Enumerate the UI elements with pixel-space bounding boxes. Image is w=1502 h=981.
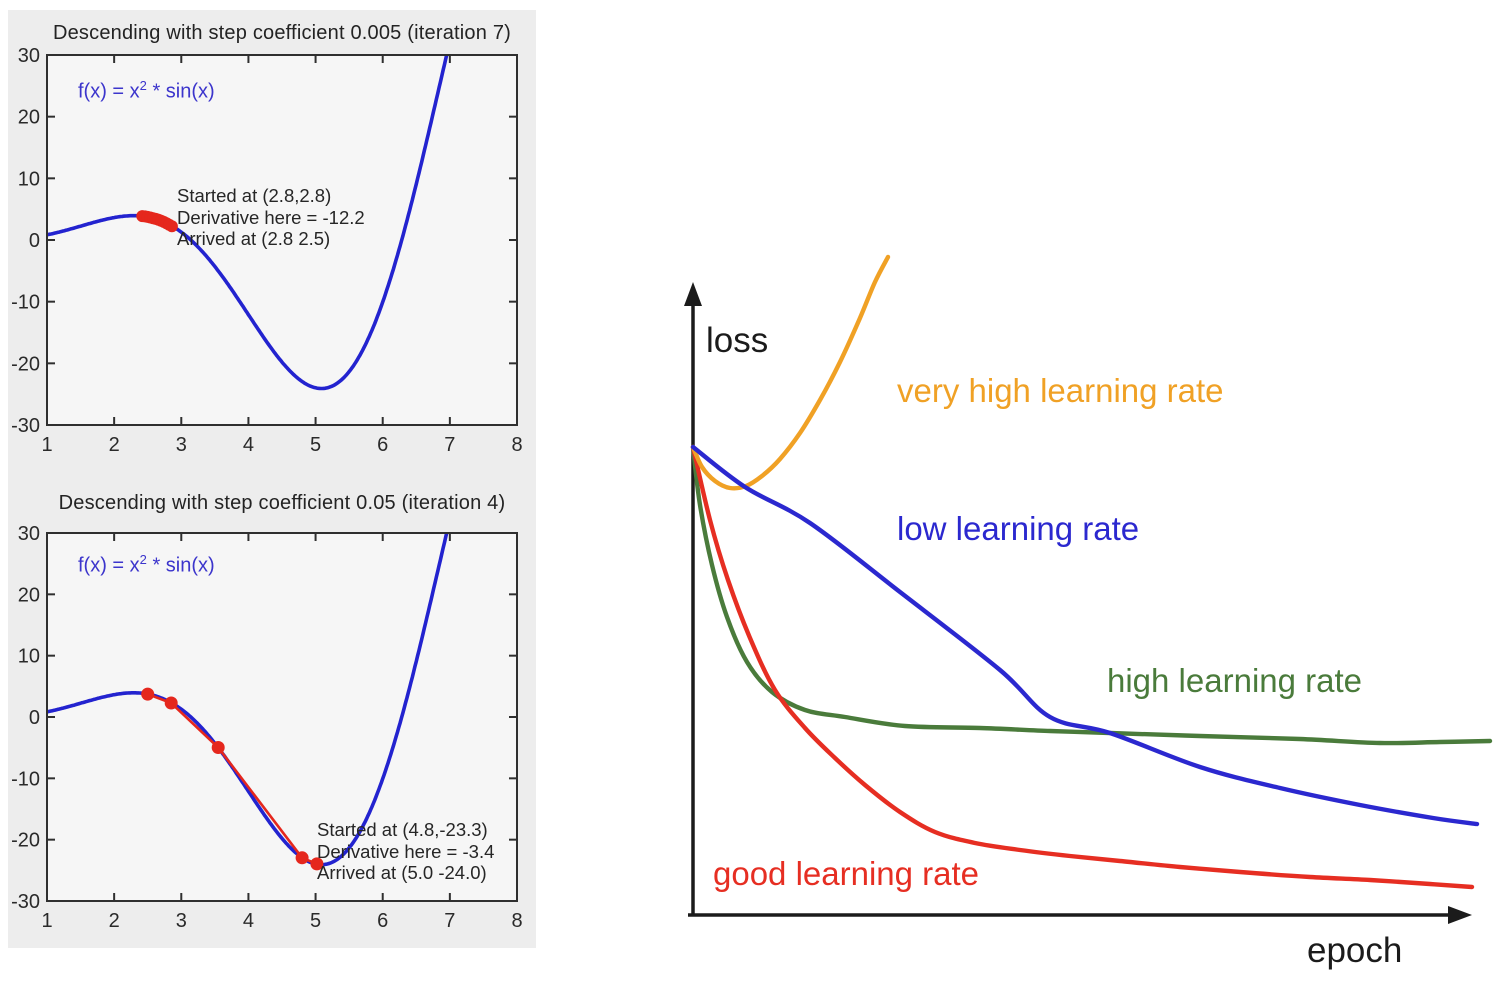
svg-text:20: 20 — [18, 107, 40, 129]
svg-text:5: 5 — [310, 434, 321, 456]
plot-title-small-step: Descending with step coefficient 0.005 (… — [52, 22, 512, 44]
annotation-block-bottom: Started at (4.8,-23.3) Derivative here =… — [317, 819, 494, 884]
annotation-arrived: Arrived at (2.8 2.5) — [177, 228, 331, 249]
svg-text:2: 2 — [109, 434, 120, 456]
svg-text:10: 10 — [18, 646, 40, 668]
gradient-descent-plot-large-step: 1 2 3 4 5 6 7 8 30 20 10 0 -10 -20 -30 — [11, 523, 522, 932]
annotation-derivative: Derivative here = -3.4 — [317, 840, 495, 862]
svg-text:10: 10 — [18, 168, 40, 190]
svg-text:30: 30 — [18, 45, 40, 67]
series-label-high-lr: high learning rate — [1107, 662, 1363, 699]
function-label-suffix: * sin(x) — [146, 554, 215, 577]
x-axis-label-epoch: epoch — [1307, 931, 1403, 970]
svg-text:-30: -30 — [11, 415, 40, 437]
plot-title-large-step: Descending with step coefficient 0.05 (i… — [58, 492, 506, 514]
svg-text:4: 4 — [243, 910, 254, 932]
function-label-prefix: f(x) = x — [78, 554, 140, 577]
y-axis-label-loss: loss — [706, 321, 769, 360]
svg-text:20: 20 — [18, 584, 40, 606]
annotation-started: Started at (2.8,2.8) — [177, 185, 332, 206]
svg-text:1: 1 — [41, 910, 52, 932]
function-label-exponent: 2 — [139, 552, 147, 567]
series-label-good-lr: good learning rate — [713, 855, 980, 892]
svg-text:5: 5 — [310, 910, 321, 932]
svg-text:-20: -20 — [11, 830, 40, 852]
svg-text:6: 6 — [377, 434, 388, 456]
function-label-exponent: 2 — [139, 78, 147, 93]
annotation-started: Started at (4.8,-23.3) — [317, 819, 488, 840]
series-label-very-high-lr: very high learning rate — [897, 372, 1224, 409]
svg-text:7: 7 — [444, 910, 455, 932]
annotation-derivative: Derivative here = -12.2 — [177, 206, 365, 228]
svg-text:1: 1 — [41, 434, 52, 456]
svg-text:3: 3 — [176, 910, 187, 932]
annotation-arrived: Arrived at (5.0 -24.0) — [317, 862, 487, 883]
svg-text:-10: -10 — [11, 768, 40, 790]
svg-text:8: 8 — [511, 910, 522, 932]
series-label-low-lr: low learning rate — [897, 510, 1140, 547]
svg-text:-20: -20 — [11, 353, 40, 375]
function-label-suffix: * sin(x) — [146, 80, 215, 103]
svg-text:3: 3 — [176, 434, 187, 456]
svg-text:8: 8 — [511, 434, 522, 456]
svg-text:7: 7 — [444, 434, 455, 456]
svg-text:0: 0 — [29, 707, 40, 729]
svg-text:4: 4 — [243, 434, 254, 456]
function-label-bottom: f(x) = x2 * sin(x) — [78, 552, 215, 578]
svg-text:6: 6 — [377, 910, 388, 932]
svg-text:-30: -30 — [11, 891, 40, 913]
svg-text:-10: -10 — [11, 292, 40, 314]
gradient-descent-plot-small-step: 1 2 3 4 5 6 7 8 30 20 10 0 -10 -20 -30 — [11, 45, 522, 456]
annotation-block-top: Started at (2.8,2.8) Derivative here = -… — [177, 185, 365, 250]
svg-text:30: 30 — [18, 523, 40, 545]
learning-rate-curves — [684, 254, 1493, 924]
function-label-top: f(x) = x2 * sin(x) — [78, 78, 215, 104]
svg-text:0: 0 — [29, 230, 40, 252]
svg-text:2: 2 — [109, 910, 120, 932]
function-label-prefix: f(x) = x — [78, 80, 140, 103]
